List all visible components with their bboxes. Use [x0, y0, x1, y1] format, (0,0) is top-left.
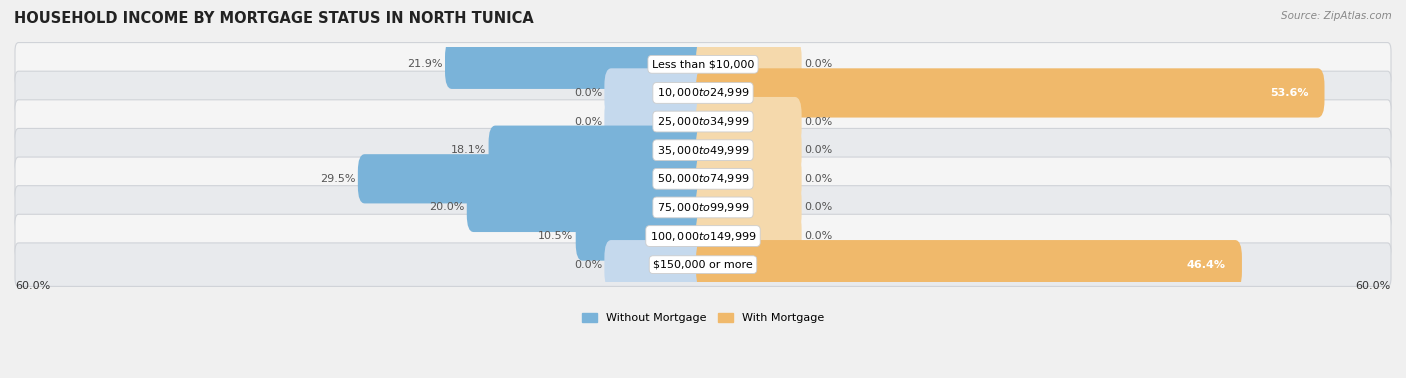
Text: 60.0%: 60.0% [15, 281, 51, 291]
FancyBboxPatch shape [15, 43, 1391, 86]
Text: 0.0%: 0.0% [804, 174, 832, 184]
Text: 29.5%: 29.5% [321, 174, 356, 184]
Text: $50,000 to $74,999: $50,000 to $74,999 [657, 172, 749, 185]
FancyBboxPatch shape [15, 157, 1391, 201]
Text: $35,000 to $49,999: $35,000 to $49,999 [657, 144, 749, 156]
Text: $75,000 to $99,999: $75,000 to $99,999 [657, 201, 749, 214]
Text: 10.5%: 10.5% [538, 231, 574, 241]
Text: 53.6%: 53.6% [1270, 88, 1309, 98]
Text: Less than $10,000: Less than $10,000 [652, 59, 754, 69]
FancyBboxPatch shape [15, 243, 1391, 287]
FancyBboxPatch shape [696, 211, 801, 261]
FancyBboxPatch shape [15, 71, 1391, 115]
Text: 0.0%: 0.0% [804, 145, 832, 155]
Text: 21.9%: 21.9% [408, 59, 443, 69]
FancyBboxPatch shape [605, 240, 710, 289]
Text: 0.0%: 0.0% [804, 59, 832, 69]
FancyBboxPatch shape [15, 129, 1391, 172]
FancyBboxPatch shape [15, 100, 1391, 143]
Text: HOUSEHOLD INCOME BY MORTGAGE STATUS IN NORTH TUNICA: HOUSEHOLD INCOME BY MORTGAGE STATUS IN N… [14, 11, 534, 26]
Text: 0.0%: 0.0% [574, 260, 602, 270]
Text: 20.0%: 20.0% [429, 203, 464, 212]
FancyBboxPatch shape [467, 183, 710, 232]
FancyBboxPatch shape [696, 40, 801, 89]
Text: 0.0%: 0.0% [574, 116, 602, 127]
Text: 18.1%: 18.1% [451, 145, 486, 155]
FancyBboxPatch shape [605, 68, 710, 118]
FancyBboxPatch shape [488, 125, 710, 175]
Text: 0.0%: 0.0% [574, 88, 602, 98]
FancyBboxPatch shape [15, 214, 1391, 258]
FancyBboxPatch shape [359, 154, 710, 203]
Text: $150,000 or more: $150,000 or more [654, 260, 752, 270]
FancyBboxPatch shape [575, 211, 710, 261]
Text: $100,000 to $149,999: $100,000 to $149,999 [650, 229, 756, 243]
FancyBboxPatch shape [696, 125, 801, 175]
Legend: Without Mortgage, With Mortgage: Without Mortgage, With Mortgage [578, 308, 828, 328]
FancyBboxPatch shape [696, 183, 801, 232]
FancyBboxPatch shape [605, 97, 710, 146]
Text: $25,000 to $34,999: $25,000 to $34,999 [657, 115, 749, 128]
FancyBboxPatch shape [696, 97, 801, 146]
Text: 0.0%: 0.0% [804, 203, 832, 212]
FancyBboxPatch shape [696, 240, 1241, 289]
Text: 60.0%: 60.0% [1355, 281, 1391, 291]
FancyBboxPatch shape [446, 40, 710, 89]
Text: 0.0%: 0.0% [804, 231, 832, 241]
Text: $10,000 to $24,999: $10,000 to $24,999 [657, 87, 749, 99]
FancyBboxPatch shape [696, 68, 1324, 118]
Text: 46.4%: 46.4% [1187, 260, 1226, 270]
Text: Source: ZipAtlas.com: Source: ZipAtlas.com [1281, 11, 1392, 21]
FancyBboxPatch shape [696, 154, 801, 203]
Text: 0.0%: 0.0% [804, 116, 832, 127]
FancyBboxPatch shape [15, 186, 1391, 229]
